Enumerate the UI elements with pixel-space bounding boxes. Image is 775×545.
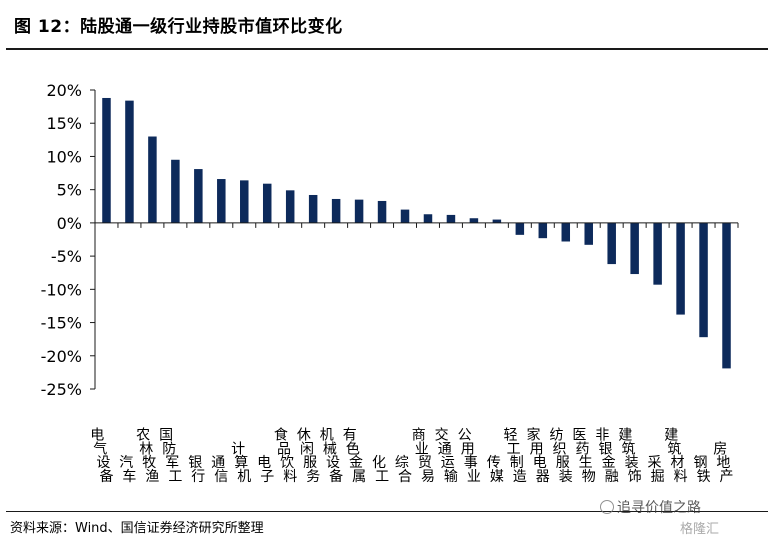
y-tick-label: -20% <box>41 347 82 366</box>
watermark-mark: 格隆汇 <box>680 522 720 537</box>
bar <box>722 222 731 369</box>
x-tick-label: 通信 <box>211 455 228 485</box>
x-tick-label: 建筑装饰 <box>618 428 641 485</box>
bar <box>102 97 111 223</box>
x-tick-label: 轻工制造 <box>504 428 527 485</box>
title-bar <box>6 8 768 50</box>
bar <box>354 199 364 223</box>
bar <box>125 100 134 223</box>
y-tick-label: -5% <box>51 247 82 266</box>
bar <box>377 200 387 223</box>
bar <box>538 222 548 239</box>
x-tick-label: 食品饮料 <box>274 427 297 485</box>
x-tick-label: 房地产 <box>713 441 733 485</box>
x-tick-label: 汽车 <box>119 455 136 485</box>
x-tick-label: 医药生物 <box>572 428 595 485</box>
bar <box>561 222 571 242</box>
x-tick-label: 综合 <box>395 455 412 485</box>
bar <box>676 222 685 315</box>
bar <box>584 222 593 245</box>
y-tick-label: 15% <box>46 114 82 133</box>
x-tick-label: 家用电器 <box>527 427 550 485</box>
bar <box>469 218 479 223</box>
x-tick-label: 商业贸易 <box>412 428 435 485</box>
wechat-icon <box>600 500 614 514</box>
bar <box>308 194 318 223</box>
x-tick-label: 国防军工 <box>159 428 182 485</box>
x-tick-label: 机械设备 <box>320 428 343 485</box>
bar <box>630 222 639 275</box>
bar <box>240 180 249 223</box>
x-tick-label: 非银金融 <box>595 428 618 485</box>
watermark: 追寻价值之路 <box>600 497 701 517</box>
x-tick-label: 传媒 <box>487 455 504 485</box>
bar <box>262 183 272 223</box>
y-tick-label: 0% <box>57 214 82 233</box>
bar <box>285 190 295 223</box>
x-tick-label: 采掘 <box>648 455 665 485</box>
chart-title: 图 12：陆股通一级行业持股市值环比变化 <box>14 17 343 37</box>
y-tick-label: -15% <box>41 314 82 333</box>
x-tick-label: 农林牧渔 <box>136 428 159 485</box>
bar <box>331 198 341 223</box>
y-tick-label: -25% <box>41 380 82 399</box>
source-note: 资料来源：Wind、国信证券经济研究所整理 <box>10 521 264 536</box>
bar <box>400 209 410 223</box>
bar <box>492 219 502 223</box>
bar <box>515 222 525 235</box>
x-tick-label: 钢铁 <box>694 455 711 485</box>
x-tick-label: 电子 <box>257 455 274 485</box>
y-tick-label: -10% <box>41 280 82 299</box>
bar <box>171 159 180 223</box>
y-tick-label: 5% <box>57 181 82 200</box>
x-tick-label: 纺织服装 <box>550 428 573 485</box>
bar <box>699 222 708 338</box>
x-tick-label: 公用事业 <box>458 428 481 485</box>
bar <box>194 169 203 223</box>
x-tick-label: 建筑材料 <box>664 428 687 485</box>
x-tick-label: 交通运输 <box>435 427 458 485</box>
bar <box>423 214 433 223</box>
bar <box>217 179 226 223</box>
x-tick-label: 银行 <box>188 455 205 485</box>
watermark-text: 追寻价值之路 <box>617 500 701 516</box>
x-tick-label: 电气设备 <box>90 428 113 485</box>
x-tick-label: 休闲服务 <box>297 428 320 485</box>
bar <box>148 136 157 223</box>
footer-divider <box>6 511 768 512</box>
x-tick-label: 计算机 <box>231 441 251 485</box>
x-tick-label: 化工 <box>372 455 389 485</box>
bar <box>446 214 456 223</box>
x-tick-label: 有色金属 <box>343 428 366 485</box>
bar <box>607 222 616 265</box>
bar <box>653 222 662 285</box>
y-tick-label: 20% <box>46 81 82 100</box>
y-tick-label: 10% <box>46 147 82 166</box>
